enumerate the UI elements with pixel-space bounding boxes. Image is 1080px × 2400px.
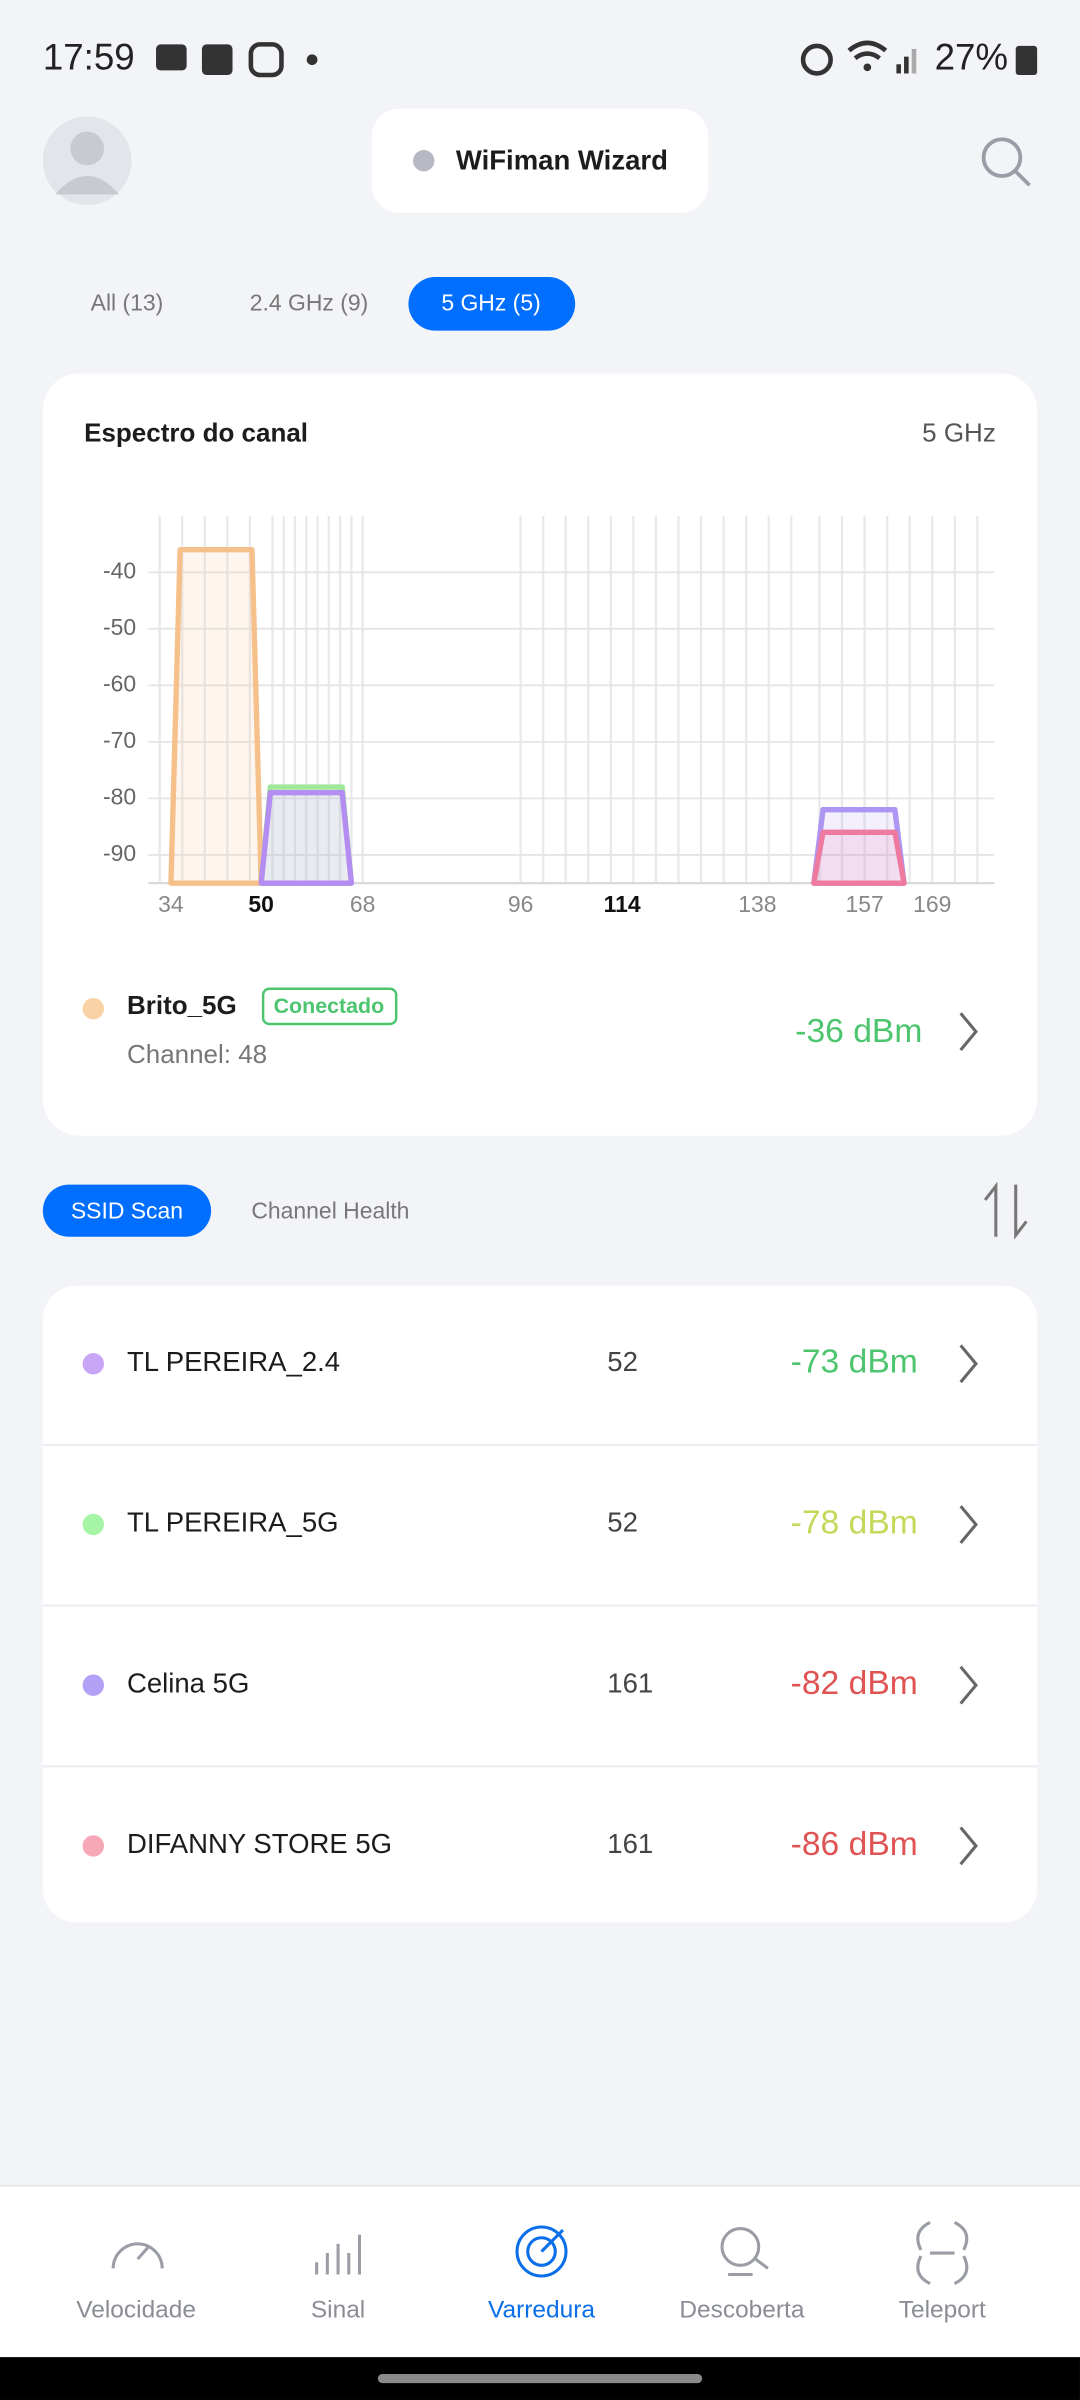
filter-chip[interactable]: 2.4 GHz (9) — [250, 290, 369, 316]
wizard-pill[interactable] — [371, 108, 709, 213]
status-battery: 27% — [935, 36, 1008, 77]
chevron[interactable] — [959, 1505, 978, 1544]
nav-label[interactable]: Sinal — [311, 2297, 365, 2324]
network-rows: TL PEREIRA_2.4 52 -73 dBm TL PEREIRA_5G 52 -7… — [42, 1344, 1038, 1866]
nav-label[interactable]: Teleport — [899, 2297, 986, 2324]
network-dot — [82, 997, 105, 1020]
spectrum-chart: -40 -50 -60 -70 -80 -90 34 50 68 96 114 138 157 169 — [103, 515, 995, 917]
nav-icons — [111, 2221, 969, 2286]
y-tick-label: -80 — [103, 783, 136, 809]
x-tick-label: 50 — [248, 891, 274, 917]
x-tick-label: 68 — [350, 891, 376, 917]
wizard-dot — [413, 149, 435, 172]
nav-label[interactable]: Descoberta — [679, 2297, 804, 2324]
network-channel: Channel: 48 — [127, 1039, 267, 1069]
chevron[interactable] — [959, 1665, 978, 1705]
nav-labels: Velocidade Sinal Varredura Descoberta Telepo… — [76, 2297, 986, 2324]
y-tick-label: -40 — [103, 557, 136, 583]
filter-chip[interactable]: 5 GHz (5) — [441, 290, 540, 316]
network-signal: -73 dBm — [791, 1344, 918, 1381]
bottom-nav — [0, 2185, 1080, 2358]
network-channel: 52 — [607, 1507, 638, 1538]
sort-icon[interactable] — [983, 1181, 1028, 1240]
network-signal: -36 dBm — [795, 1013, 922, 1050]
x-tick-label: 96 — [508, 891, 534, 917]
filter-chip[interactable]: All (13) — [91, 290, 164, 316]
x-tick-label: 114 — [604, 891, 641, 917]
x-tick-label: 169 — [913, 891, 951, 917]
channel-band — [258, 790, 355, 886]
status-time: 17:59 — [43, 36, 135, 77]
network-channel: 161 — [607, 1828, 653, 1859]
network-dot — [82, 1353, 105, 1375]
y-tick-label: -90 — [103, 840, 136, 866]
connected-badge: Conectado — [274, 994, 385, 1018]
tab[interactable]: Channel Health — [251, 1197, 409, 1223]
search-icon[interactable] — [981, 137, 1031, 187]
network-signal: -86 dBm — [791, 1826, 918, 1863]
home-handle[interactable] — [377, 2373, 703, 2384]
network-name[interactable]: DIFANNY STORE 5G — [127, 1828, 392, 1859]
tab[interactable]: SSID Scan — [71, 1197, 183, 1223]
badge-box — [261, 987, 398, 1026]
status-icons — [156, 40, 1038, 78]
x-tick-label: 34 — [158, 891, 184, 917]
y-tick-label: -50 — [103, 614, 136, 640]
network-signal: -82 dBm — [791, 1665, 918, 1702]
tab-active[interactable] — [42, 1184, 212, 1237]
x-tick-label: 138 — [738, 891, 776, 917]
channel-band — [811, 829, 907, 886]
network-name: Brito_5G — [127, 990, 237, 1020]
network-channel: 52 — [607, 1346, 638, 1377]
chevron[interactable] — [959, 1344, 978, 1384]
network-name[interactable]: TL PEREIRA_2.4 — [127, 1346, 340, 1377]
wizard-title[interactable]: WiFiman Wizard — [456, 145, 668, 176]
filter-active[interactable] — [408, 277, 576, 331]
chevron[interactable] — [959, 1012, 978, 1051]
spectrum-band: 5 GHz — [922, 418, 996, 448]
chevron[interactable] — [959, 1826, 978, 1866]
network-dot — [82, 1513, 105, 1536]
nav-label[interactable]: Velocidade — [76, 2297, 196, 2324]
y-tick-label: -70 — [103, 727, 136, 753]
network-name[interactable]: Celina 5G — [127, 1667, 249, 1698]
channel-band — [168, 547, 264, 886]
spectrum-card — [42, 373, 1038, 1136]
network-dot — [82, 1835, 105, 1857]
spectrum-title: Espectro do canal — [84, 418, 308, 448]
avatar[interactable] — [42, 116, 132, 206]
network-signal: -78 dBm — [791, 1504, 918, 1541]
network-name[interactable]: TL PEREIRA_5G — [127, 1507, 339, 1538]
network-dot — [82, 1674, 105, 1696]
x-tick-label: 157 — [845, 891, 883, 917]
network-channel: 161 — [607, 1667, 653, 1698]
nav-label[interactable]: Varredura — [488, 2297, 595, 2324]
y-tick-label: -60 — [103, 670, 136, 696]
